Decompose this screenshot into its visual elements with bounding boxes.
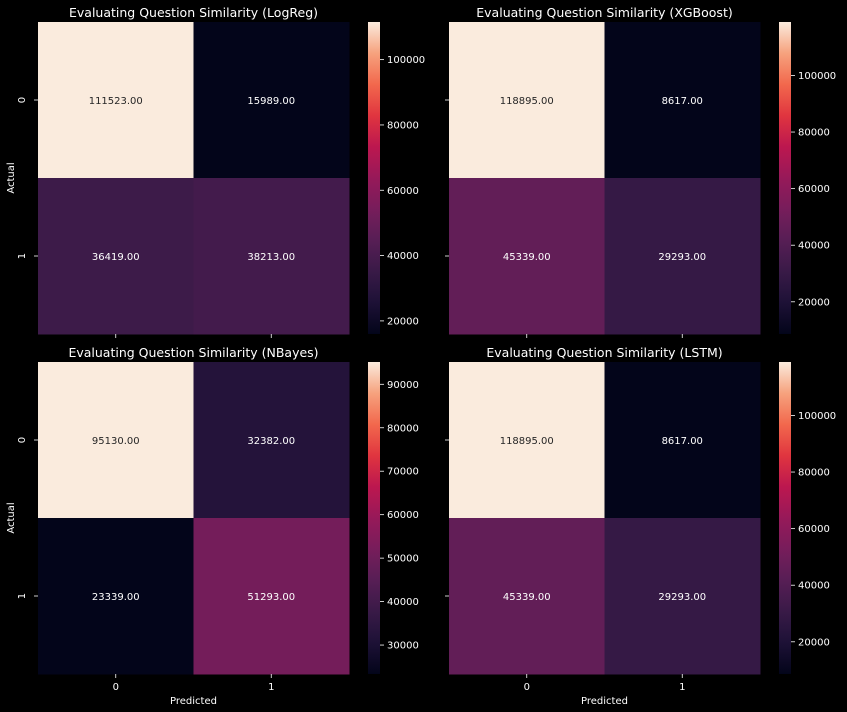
- colorbar-tick-label: 40000: [798, 241, 830, 252]
- heatmap-cell: [38, 178, 194, 335]
- heatmap-cell: [38, 362, 194, 519]
- colorbar-tick-label: 30000: [387, 641, 419, 652]
- cell-value-label: 38213.00: [247, 252, 295, 263]
- colorbar: 30000 40000 50000 60000 70000 80000 90000: [368, 362, 419, 674]
- heatmap-panel-xgboost: Evaluating Question Similarity (XGBoost)…: [445, 5, 836, 338]
- y-tick-label: 0: [17, 97, 28, 103]
- colorbar-tick-label: 60000: [387, 510, 419, 521]
- cell-value-label: 32382.00: [247, 436, 295, 447]
- colorbar-tick-label: 40000: [798, 581, 830, 592]
- y-ticks: 01: [17, 437, 38, 599]
- y-ticks: 01: [17, 97, 38, 259]
- cell-value-label: 15989.00: [247, 96, 295, 107]
- panel-title: Evaluating Question Similarity (NBayes): [68, 345, 318, 360]
- cell-value-label: 23339.00: [92, 592, 140, 603]
- heatmap-cell: [193, 22, 350, 179]
- x-ticks: [526, 334, 683, 338]
- heatmap-cells: 95130.00 32382.00 23339.00 51293.00: [38, 362, 350, 675]
- heatmap-cell: [38, 518, 194, 675]
- panel-title: Evaluating Question Similarity (LSTM): [486, 345, 722, 360]
- heatmap-cell: [38, 22, 194, 179]
- colorbar-tick-label: 80000: [387, 423, 419, 434]
- colorbar-gradient: [779, 362, 791, 674]
- y-tick-label: 0: [17, 437, 28, 443]
- colorbar-tick-label: 70000: [387, 467, 419, 478]
- heatmap-cell: [449, 362, 605, 519]
- cell-value-label: 8617.00: [662, 96, 703, 107]
- colorbar-gradient: [779, 22, 791, 334]
- heatmap-cell: [449, 22, 605, 179]
- colorbar-tick-label: 80000: [798, 128, 830, 139]
- cell-value-label: 51293.00: [247, 592, 295, 603]
- colorbar-tick-label: 60000: [798, 524, 830, 535]
- colorbar-tick-label: 100000: [798, 71, 836, 82]
- cell-value-label: 45339.00: [503, 252, 551, 263]
- y-tick-label: 1: [17, 253, 28, 259]
- colorbar: 20000 40000 60000 80000 100000: [779, 362, 836, 674]
- colorbar-tick-label: 90000: [387, 380, 419, 391]
- cell-value-label: 118895.00: [500, 436, 554, 447]
- heatmap-cell: [193, 518, 350, 675]
- heatmap-cell: [449, 178, 605, 335]
- heatmap-cell: [604, 362, 761, 519]
- colorbar-tick-label: 80000: [798, 468, 830, 479]
- heatmap-cell: [193, 362, 350, 519]
- x-ticks: [115, 334, 272, 338]
- colorbar-tick-label: 20000: [387, 316, 419, 327]
- x-tick-label: 0: [524, 682, 530, 693]
- x-axis-label: Predicted: [581, 696, 628, 707]
- colorbar-tick-label: 40000: [387, 597, 419, 608]
- colorbar: 20000 40000 60000 80000 100000: [368, 22, 425, 334]
- panel-title: Evaluating Question Similarity (XGBoost): [476, 5, 732, 20]
- colorbar-gradient: [368, 362, 380, 674]
- cell-value-label: 36419.00: [92, 252, 140, 263]
- cell-value-label: 111523.00: [89, 96, 143, 107]
- heatmap-cell: [604, 518, 761, 675]
- y-axis-label: Actual: [6, 502, 17, 533]
- x-tick-label: 1: [268, 682, 274, 693]
- heatmap-cell: [604, 22, 761, 179]
- colorbar-tick-label: 80000: [387, 120, 419, 131]
- cell-value-label: 29293.00: [658, 592, 706, 603]
- colorbar-tick-label: 20000: [798, 297, 830, 308]
- y-tick-label: 1: [17, 593, 28, 599]
- colorbar-tick-label: 40000: [387, 251, 419, 262]
- cell-value-label: 118895.00: [500, 96, 554, 107]
- cell-value-label: 29293.00: [658, 252, 706, 263]
- y-axis-label: Actual: [6, 162, 17, 193]
- cell-value-label: 45339.00: [503, 592, 551, 603]
- heatmap-cells: 118895.00 8617.00 45339.00 29293.00: [449, 362, 761, 675]
- panel-title: Evaluating Question Similarity (LogReg): [69, 5, 318, 20]
- colorbar-tick-label: 60000: [387, 186, 419, 197]
- y-ticks: [445, 99, 449, 257]
- colorbar-tick-label: 20000: [798, 637, 830, 648]
- heatmap-cell: [449, 518, 605, 675]
- heatmap-panel-lstm: Evaluating Question Similarity (LSTM) 11…: [445, 345, 836, 707]
- cell-value-label: 8617.00: [662, 436, 703, 447]
- heatmap-cells: 118895.00 8617.00 45339.00 29293.00: [449, 22, 761, 335]
- colorbar: 20000 40000 60000 80000 100000: [779, 22, 836, 334]
- cell-value-label: 95130.00: [92, 436, 140, 447]
- heatmap-panel-logreg: Evaluating Question Similarity (LogReg) …: [6, 5, 425, 338]
- x-tick-label: 1: [679, 682, 685, 693]
- y-ticks: [445, 439, 449, 597]
- colorbar-tick-label: 100000: [798, 411, 836, 422]
- heatmap-panel-nbayes: Evaluating Question Similarity (NBayes) …: [6, 345, 419, 707]
- colorbar-tick-label: 50000: [387, 554, 419, 565]
- colorbar-gradient: [368, 22, 380, 334]
- heatmap-cell: [193, 178, 350, 335]
- heatmap-cells: 111523.00 15989.00 36419.00 38213.00: [38, 22, 350, 335]
- x-axis-label: Predicted: [170, 696, 217, 707]
- colorbar-tick-label: 100000: [387, 55, 425, 66]
- colorbar-tick-label: 60000: [798, 184, 830, 195]
- x-tick-label: 0: [113, 682, 119, 693]
- heatmap-cell: [604, 178, 761, 335]
